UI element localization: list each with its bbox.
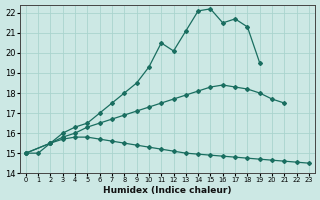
- X-axis label: Humidex (Indice chaleur): Humidex (Indice chaleur): [103, 186, 232, 195]
